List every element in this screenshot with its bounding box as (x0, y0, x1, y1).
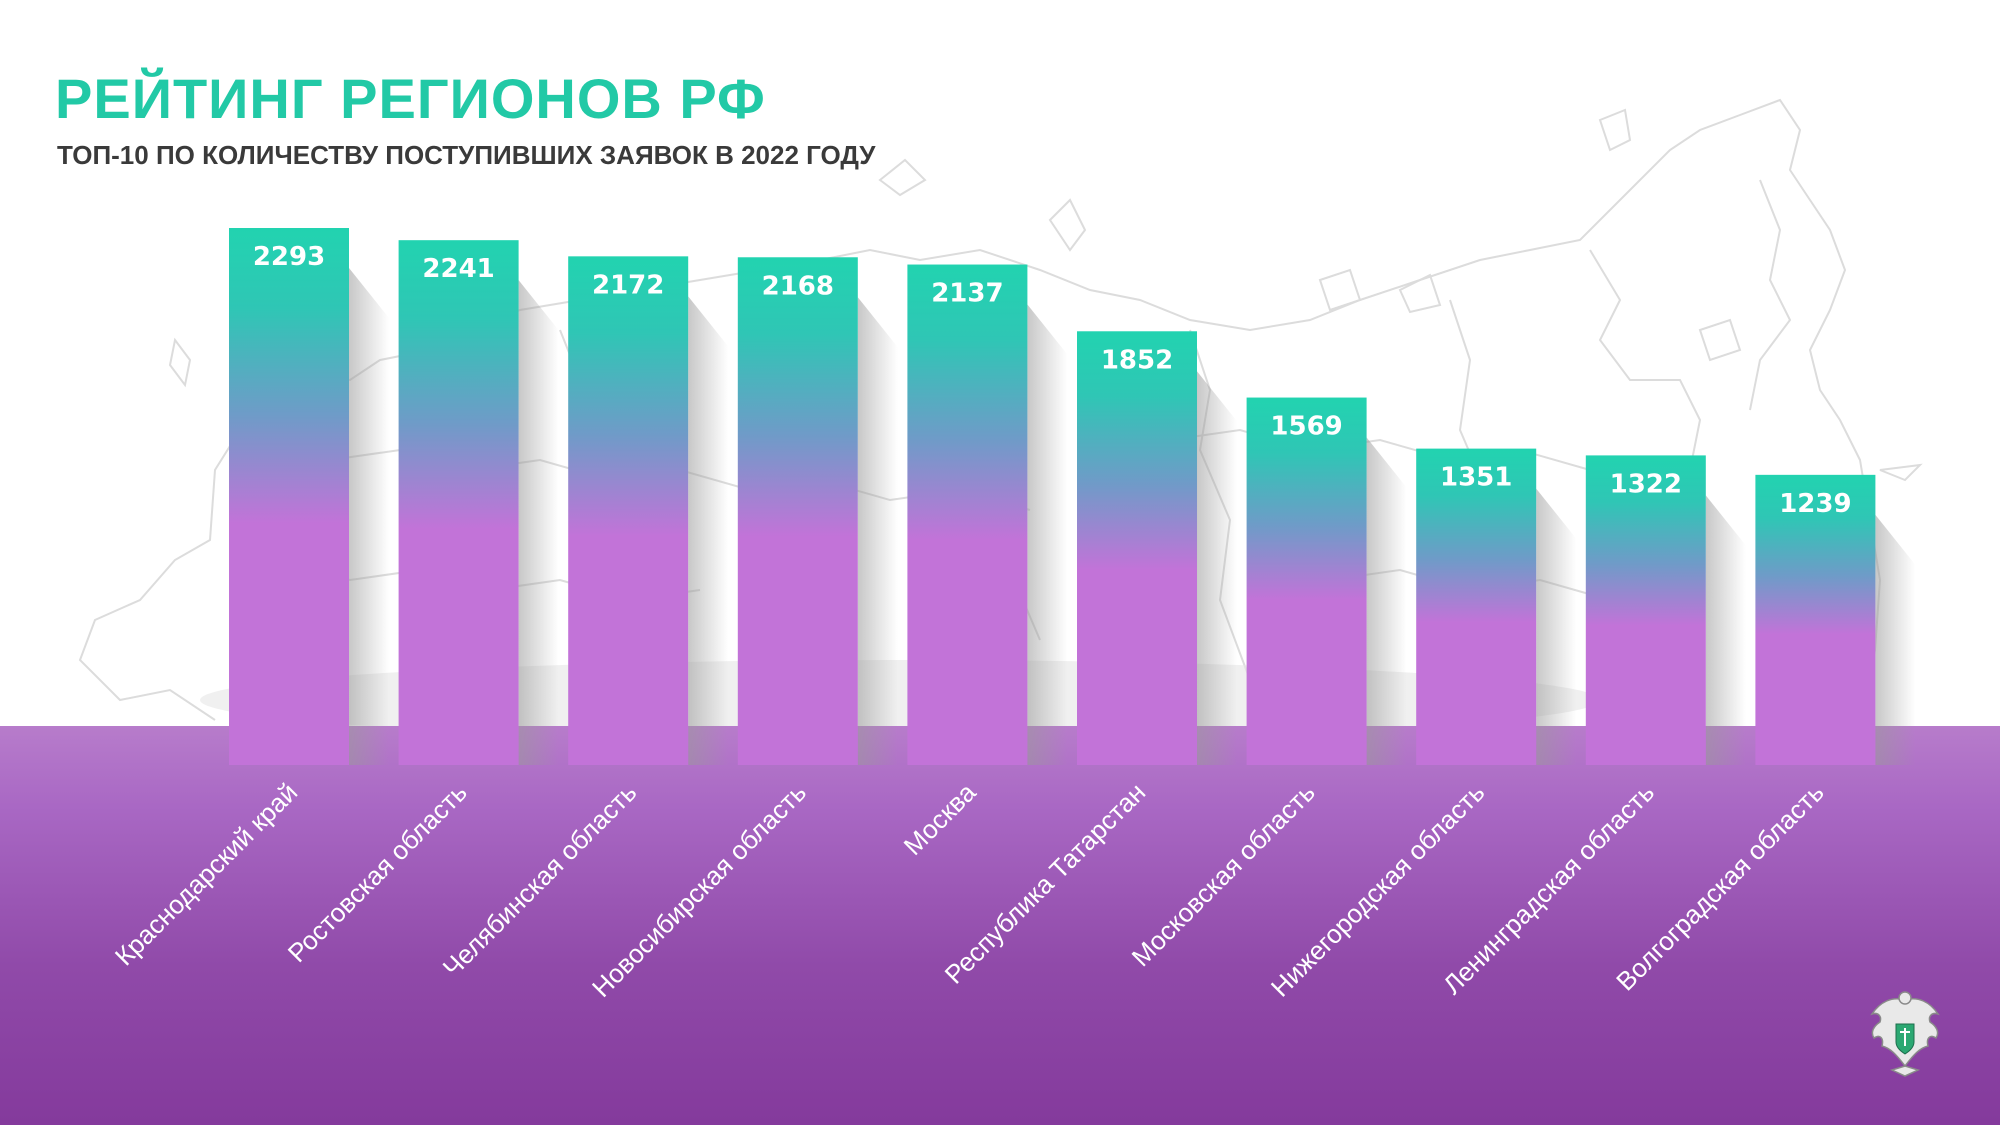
bar-shadow (1536, 488, 1577, 765)
bar-shadow (1705, 495, 1746, 765)
bar-shadow (1197, 371, 1237, 765)
bar (229, 228, 349, 765)
bar-value-label: 2241 (422, 254, 494, 284)
bar-shadow (857, 297, 898, 765)
category-label: Челябинская область (437, 777, 643, 983)
bar (1077, 331, 1197, 765)
bar (907, 264, 1028, 765)
category-label: Ростовская область (282, 777, 473, 968)
bar-value-label: 1852 (1101, 345, 1173, 375)
bar-value-label: 1569 (1270, 412, 1342, 442)
bar (1755, 474, 1876, 765)
page-subtitle: ТОП-10 ПО КОЛИЧЕСТВУ ПОСТУПИВШИХ ЗАЯВОК … (57, 140, 876, 170)
bar-value-label: 1351 (1440, 463, 1512, 493)
page-title: РЕЙТИНГ РЕГИОНОВ РФ (55, 67, 766, 130)
category-label: Москва (898, 777, 982, 861)
bar-shadow (1366, 437, 1407, 765)
bar-value-label: 2137 (931, 279, 1003, 309)
bar-shadow (1027, 304, 1068, 765)
bar (1246, 397, 1367, 765)
bar-shadow (349, 268, 389, 765)
bar (568, 256, 689, 765)
bar (1416, 448, 1537, 765)
coat-of-arms-icon (1870, 991, 1940, 1077)
bar-value-label: 2293 (253, 242, 325, 272)
bar-value-label: 1322 (1610, 469, 1682, 499)
floor-band (0, 726, 2000, 1125)
category-label: Краснодарский край (109, 777, 303, 971)
bar (1585, 455, 1706, 765)
bar (398, 240, 519, 766)
bar-value-label: 2168 (762, 271, 834, 301)
bar-shadow (518, 280, 559, 765)
bar-value-label: 1239 (1779, 489, 1851, 519)
bar-value-label: 2172 (592, 270, 664, 300)
bar-shadow (688, 296, 729, 765)
bar (737, 257, 858, 765)
bar-shadow (1875, 514, 1916, 765)
category-label: Московская область (1126, 777, 1321, 972)
